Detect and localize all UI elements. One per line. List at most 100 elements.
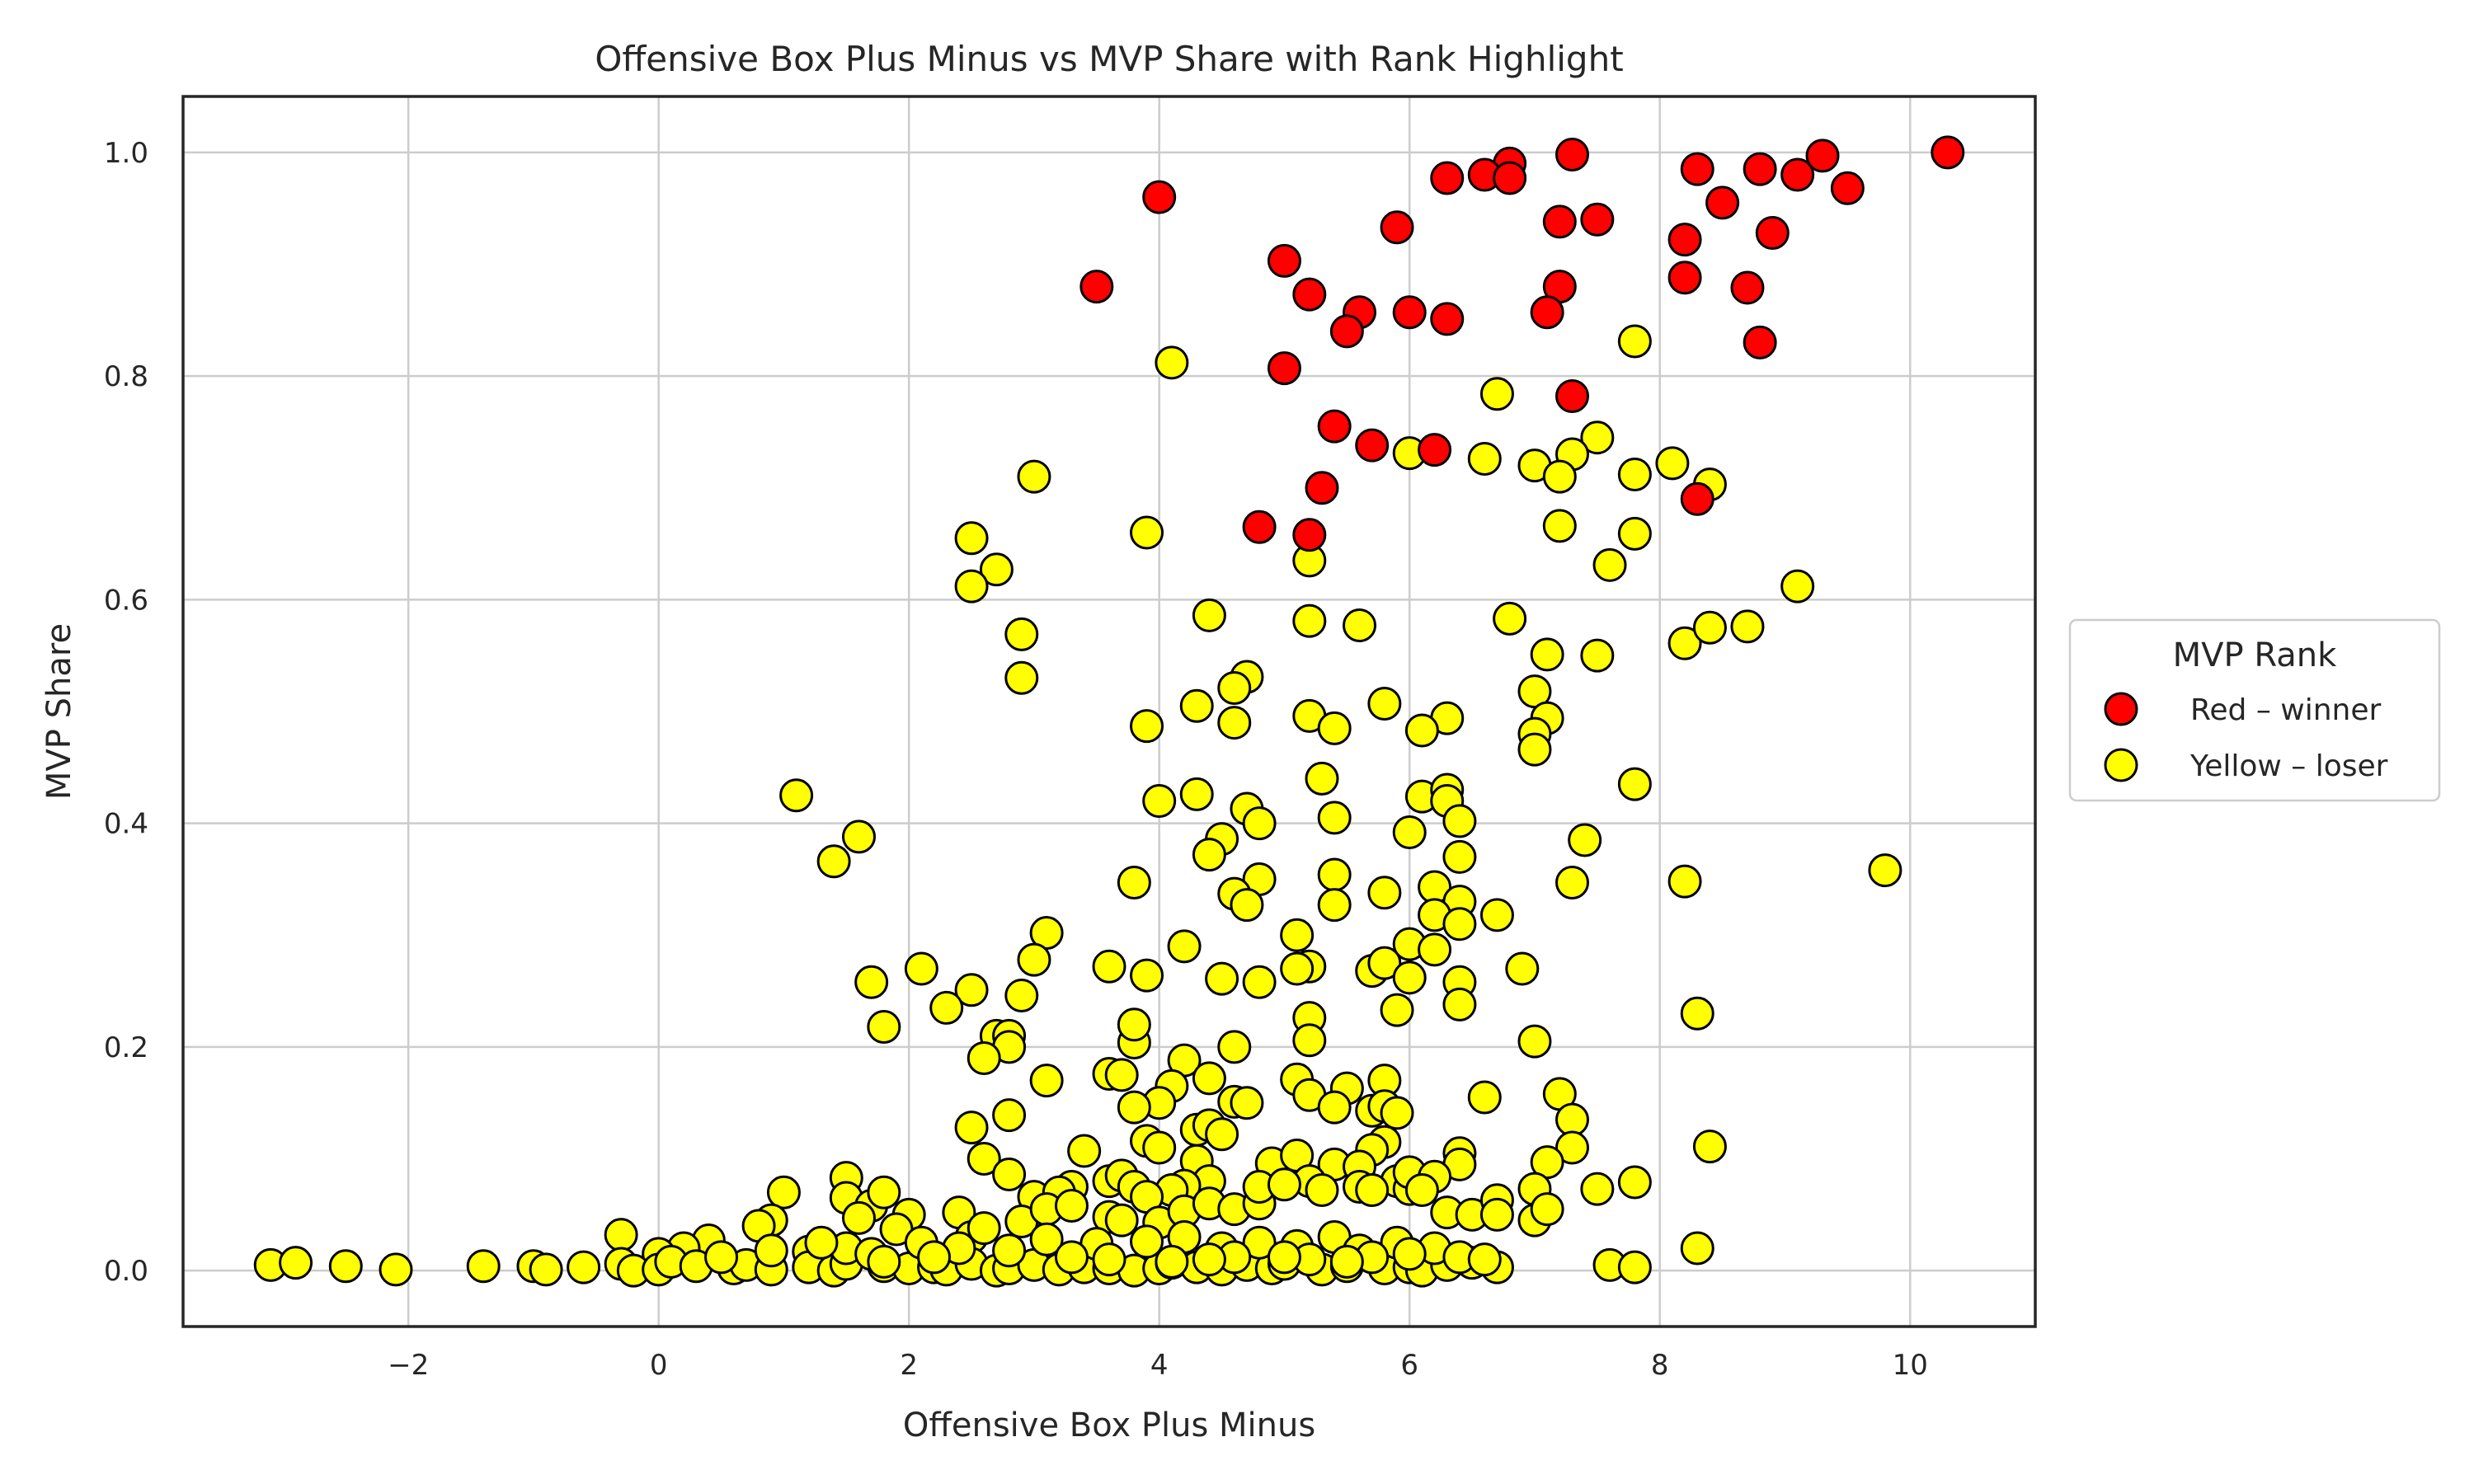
loser-point bbox=[1230, 888, 1264, 923]
y-tick-label: 0.4 bbox=[104, 808, 148, 841]
loser-point bbox=[1367, 946, 1402, 980]
loser-point bbox=[1467, 1080, 1502, 1115]
winner-point bbox=[1142, 180, 1177, 214]
loser-point bbox=[1104, 1058, 1139, 1092]
loser-point bbox=[1155, 345, 1189, 380]
chart-title: Offensive Box Plus Minus vs MVP Share wi… bbox=[595, 39, 1623, 79]
loser-point bbox=[1467, 441, 1502, 476]
loser-point bbox=[1317, 711, 1352, 745]
loser-point bbox=[1680, 1231, 1714, 1266]
loser-point bbox=[1267, 1240, 1301, 1275]
loser-point bbox=[1555, 866, 1589, 900]
loser-point bbox=[466, 1249, 501, 1284]
loser-point bbox=[1329, 1244, 1364, 1279]
loser-point bbox=[1380, 1096, 1414, 1130]
loser-point bbox=[1130, 709, 1164, 744]
loser-point bbox=[1555, 1130, 1589, 1165]
x-tick-label: 0 bbox=[650, 1349, 668, 1382]
loser-point bbox=[1343, 608, 1377, 643]
winner-point bbox=[1542, 204, 1577, 239]
x-tick-label: 4 bbox=[1150, 1349, 1169, 1382]
loser-point bbox=[1305, 761, 1339, 796]
loser-point bbox=[1392, 960, 1427, 995]
loser-point bbox=[1479, 898, 1514, 932]
winner-point bbox=[1530, 295, 1564, 330]
loser-point bbox=[804, 1225, 839, 1260]
loser-point bbox=[1517, 1024, 1552, 1059]
loser-point bbox=[1404, 1173, 1439, 1208]
loser-point bbox=[841, 819, 876, 854]
loser-point bbox=[1067, 1134, 1102, 1168]
loser-point bbox=[967, 1142, 1001, 1176]
loser-point bbox=[1004, 660, 1039, 695]
loser-point bbox=[1467, 1242, 1502, 1277]
loser-point bbox=[1167, 929, 1202, 964]
loser-point bbox=[1442, 839, 1477, 874]
y-tick-label: 1.0 bbox=[104, 137, 148, 170]
legend-title: MVP Rank bbox=[2173, 636, 2337, 674]
loser-point bbox=[1004, 979, 1039, 1013]
loser-point bbox=[1092, 1242, 1126, 1277]
loser-point bbox=[1242, 806, 1277, 841]
loser-point bbox=[1192, 1242, 1226, 1277]
loser-point bbox=[1280, 918, 1315, 952]
winner-point bbox=[1392, 295, 1427, 330]
loser-point bbox=[1530, 1192, 1564, 1227]
loser-point bbox=[1142, 1130, 1177, 1165]
y-axis-label: MVP Share bbox=[40, 623, 78, 800]
x-tick-label: −2 bbox=[388, 1349, 429, 1382]
winner-point bbox=[1730, 270, 1765, 305]
winner-point bbox=[1418, 433, 1452, 467]
loser-point bbox=[1092, 949, 1126, 984]
loser-point bbox=[1367, 687, 1402, 721]
loser-point bbox=[992, 1158, 1027, 1192]
winner-point bbox=[1705, 186, 1740, 220]
loser-point bbox=[1617, 516, 1652, 551]
loser-point bbox=[917, 1240, 952, 1275]
loser-point bbox=[1442, 804, 1477, 838]
loser-point bbox=[979, 552, 1014, 587]
loser-point bbox=[1142, 784, 1177, 819]
y-tick-label: 0.0 bbox=[104, 1255, 148, 1288]
loser-point bbox=[1305, 1173, 1339, 1208]
loser-point bbox=[1192, 598, 1226, 632]
winner-point bbox=[1805, 139, 1840, 173]
winner-point bbox=[1743, 325, 1777, 359]
winner-point bbox=[1743, 152, 1777, 186]
loser-point bbox=[1568, 823, 1602, 857]
loser-point bbox=[1117, 1007, 1151, 1042]
y-tick-label: 0.8 bbox=[104, 360, 148, 393]
x-tick-label: 8 bbox=[1651, 1349, 1669, 1382]
loser-point bbox=[1217, 1030, 1252, 1064]
x-tick-label: 10 bbox=[1893, 1349, 1928, 1382]
winner-point bbox=[1267, 351, 1301, 386]
loser-point bbox=[1392, 1237, 1427, 1271]
winner-point bbox=[1755, 215, 1790, 250]
loser-point bbox=[1130, 515, 1164, 550]
loser-point bbox=[1367, 876, 1402, 910]
loser-point bbox=[1392, 815, 1427, 849]
loser-point bbox=[992, 1233, 1027, 1268]
loser-point bbox=[1192, 838, 1226, 872]
loser-point bbox=[1555, 1102, 1589, 1137]
loser-point bbox=[1317, 1090, 1352, 1125]
loser-point bbox=[1179, 688, 1214, 723]
loser-point bbox=[1617, 324, 1652, 359]
winner-point bbox=[1355, 428, 1390, 463]
winner-point bbox=[1830, 171, 1865, 205]
loser-point bbox=[1242, 965, 1277, 999]
legend-label-winner: Red – winner bbox=[2190, 693, 2382, 727]
winner-point bbox=[1292, 518, 1327, 552]
loser-point bbox=[567, 1250, 601, 1284]
winner-point bbox=[1079, 270, 1114, 304]
loser-point bbox=[954, 1111, 989, 1145]
loser-point bbox=[904, 951, 938, 986]
loser-point bbox=[1179, 777, 1214, 811]
loser-point bbox=[1617, 767, 1652, 801]
loser-point bbox=[1130, 958, 1164, 993]
loser-point bbox=[1505, 951, 1540, 986]
loser-point bbox=[1292, 1023, 1327, 1058]
loser-point bbox=[1517, 732, 1552, 767]
loser-point bbox=[841, 1200, 876, 1235]
